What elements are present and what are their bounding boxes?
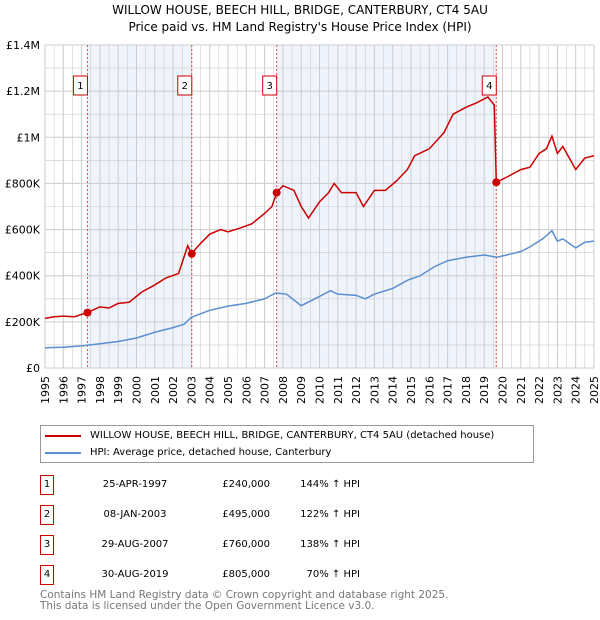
y-tick-label: £600K	[5, 224, 41, 237]
x-tick-label: 2011	[332, 376, 345, 404]
x-tick-label: 1995	[39, 376, 52, 404]
x-tick-label: 2001	[149, 376, 162, 404]
x-tick-label: 2003	[185, 376, 198, 404]
series-line	[44, 95, 595, 320]
x-tick-label: 2017	[442, 376, 455, 404]
sale-row: 1 25-APR-1997 £240,000 144% ↑ HPI	[40, 475, 440, 495]
sale-point	[272, 188, 281, 197]
x-tick-label: 2025	[588, 376, 600, 404]
legend-line-blue	[45, 451, 81, 454]
x-tick-label: 2020	[497, 376, 510, 404]
x-tick-label: 2007	[259, 376, 272, 404]
x-tick-label: 1998	[94, 376, 107, 404]
sale-price: £760,000	[222, 539, 270, 550]
x-tick-label: 2013	[368, 376, 381, 404]
sale-price: £805,000	[222, 569, 270, 580]
sale-label: 2	[182, 81, 188, 92]
x-tick-label: 2024	[570, 376, 583, 404]
sale-label-box	[481, 75, 497, 96]
legend-line-red	[45, 434, 81, 437]
legend-label: HPI: Average price, detached house, Cant…	[90, 447, 332, 458]
y-tick-label: £1.2M	[6, 85, 40, 98]
x-tick-label: 2006	[240, 376, 253, 404]
sale-date: 25-APR-1997	[102, 479, 168, 490]
sale-label-box	[72, 75, 88, 96]
x-tick-label: 2012	[350, 376, 363, 404]
sale-point	[187, 249, 196, 258]
x-tick-label: 2018	[460, 376, 473, 404]
x-tick-label: 2015	[405, 376, 418, 404]
x-tick-label: 2004	[204, 376, 217, 404]
sale-price: £495,000	[222, 509, 270, 520]
legend-item-hpi: HPI: Average price, detached house, Cant…	[45, 447, 331, 458]
footer: Contains HM Land Registry data © Crown c…	[40, 590, 448, 612]
sale-number: 1	[40, 475, 54, 495]
sale-row: 4 30-AUG-2019 £805,000 70% ↑ HPI	[40, 565, 440, 585]
x-tick-label: 2000	[131, 376, 144, 404]
sale-point	[83, 308, 92, 317]
x-tick-label: 2005	[222, 376, 235, 404]
chart-title: WILLOW HOUSE, BEECH HILL, BRIDGE, CANTER…	[112, 3, 488, 17]
sale-point	[492, 178, 501, 187]
x-tick-label: 2014	[387, 376, 400, 404]
y-tick-label: £1.4M	[6, 39, 40, 52]
legend-label: WILLOW HOUSE, BEECH HILL, BRIDGE, CANTER…	[90, 430, 495, 441]
sale-hpi: 122% ↑ HPI	[300, 509, 360, 520]
legend: WILLOW HOUSE, BEECH HILL, BRIDGE, CANTER…	[40, 425, 534, 463]
sale-row: 2 08-JAN-2003 £495,000 122% ↑ HPI	[40, 505, 440, 525]
price-chart: £0 £200K £400K £600K £800K £1M £1.2M £1.4M 1995 1…	[5, 39, 600, 404]
sale-price: £240,000	[222, 479, 270, 490]
y-tick-label: £1M	[17, 131, 41, 144]
sale-label-box	[262, 75, 278, 96]
sale-label: 3	[266, 81, 272, 92]
sale-number: 2	[40, 505, 54, 525]
x-tick-label: 1999	[112, 376, 125, 404]
sale-label: 4	[486, 81, 492, 92]
x-tick-label: 2009	[295, 376, 308, 404]
sale-date: 08-JAN-2003	[103, 509, 167, 520]
x-tick-label: 2023	[551, 376, 564, 404]
x-tick-label: 2019	[478, 376, 491, 404]
sale-date: 30-AUG-2019	[101, 569, 169, 580]
sale-label: 1	[77, 81, 83, 92]
sale-hpi: 70% ↑ HPI	[306, 569, 360, 580]
x-tick-label: 1996	[57, 376, 70, 404]
legend-item-property: WILLOW HOUSE, BEECH HILL, BRIDGE, CANTER…	[45, 430, 494, 441]
x-tick-label: 2010	[314, 376, 327, 404]
x-tick-label: 2016	[423, 376, 436, 404]
sale-date: 29-AUG-2007	[101, 539, 169, 550]
sale-label-box	[177, 75, 193, 96]
chart-subtitle: Price paid vs. HM Land Registry's House …	[128, 20, 472, 34]
x-tick-label: 2002	[167, 376, 180, 404]
y-tick-label: £400K	[5, 270, 41, 283]
x-tick-label: 2008	[277, 376, 290, 404]
x-tick-label: 2021	[515, 376, 528, 404]
sale-number: 3	[40, 535, 54, 555]
x-tick-label: 1997	[76, 376, 89, 404]
footer-line: This data is licensed under the Open Gov…	[40, 600, 375, 612]
x-tick-label: 2022	[533, 376, 546, 404]
footer-line: Contains HM Land Registry data © Crown c…	[40, 589, 449, 601]
y-tick-label: £200K	[5, 316, 41, 329]
sale-number: 4	[40, 565, 54, 585]
sale-hpi: 138% ↑ HPI	[300, 539, 360, 550]
y-tick-label: £0	[26, 362, 40, 375]
series-line	[44, 229, 595, 349]
sale-row: 3 29-AUG-2007 £760,000 138% ↑ HPI	[40, 535, 440, 555]
sale-hpi: 144% ↑ HPI	[300, 479, 360, 490]
y-tick-label: £800K	[5, 177, 41, 190]
